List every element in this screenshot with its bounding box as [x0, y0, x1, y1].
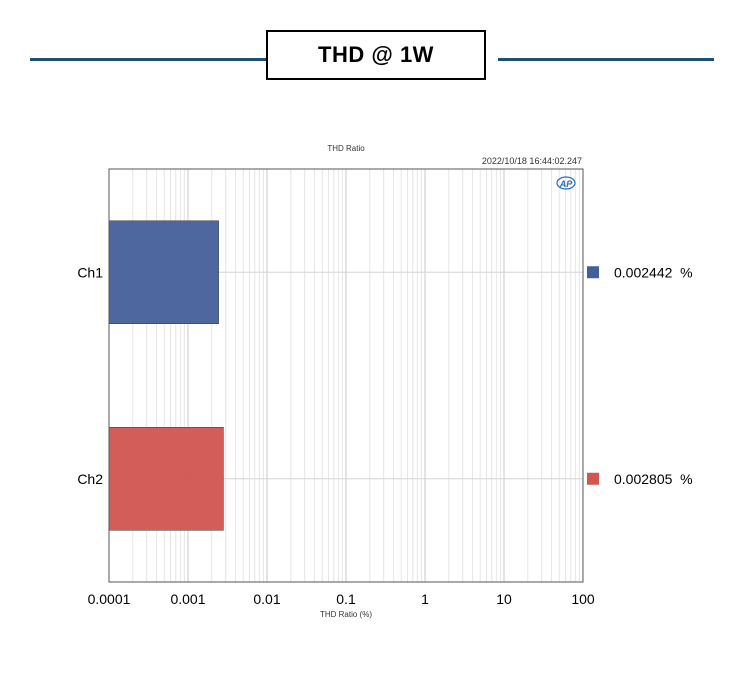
- section-title-text: THD @ 1W: [318, 42, 434, 67]
- ap-logo-text: AP: [559, 179, 573, 189]
- bars: [108, 220, 224, 531]
- chart-timestamp: 2022/10/18 16:44:02.247: [482, 156, 582, 166]
- plot-frame: [108, 168, 584, 583]
- x-tick-label: 0.0001: [88, 591, 131, 607]
- header-line-left: [30, 58, 266, 61]
- x-tick-label: 100: [571, 591, 595, 607]
- section-title: THD @ 1W: [266, 30, 486, 80]
- legend-swatch-ch1: [587, 266, 599, 279]
- labels: Ch1 0.002442 % Ch2 0.002805 % 0.0001 0.001 0.0…: [77, 264, 692, 607]
- x-tick-label: 0.01: [253, 591, 280, 607]
- header-line-right: [498, 58, 714, 61]
- legend-swatch-ch2: [587, 472, 599, 485]
- ap-logo: AP: [556, 176, 576, 190]
- value-label-ch2: 0.002805 %: [614, 471, 693, 487]
- category-label-ch1: Ch1: [77, 264, 103, 280]
- x-tick-label: 1: [421, 591, 429, 607]
- bar-ch2: [108, 427, 224, 531]
- value-label-ch1: 0.002442 %: [614, 264, 693, 280]
- x-tick-label: 0.1: [336, 591, 356, 607]
- chart-title: THD Ratio: [327, 144, 365, 153]
- x-axis-label: THD Ratio (%): [320, 610, 372, 619]
- x-tick-label: 0.001: [170, 591, 205, 607]
- bar-ch1: [108, 220, 219, 324]
- x-tick-label: 10: [496, 591, 512, 607]
- category-label-ch2: Ch2: [77, 471, 103, 487]
